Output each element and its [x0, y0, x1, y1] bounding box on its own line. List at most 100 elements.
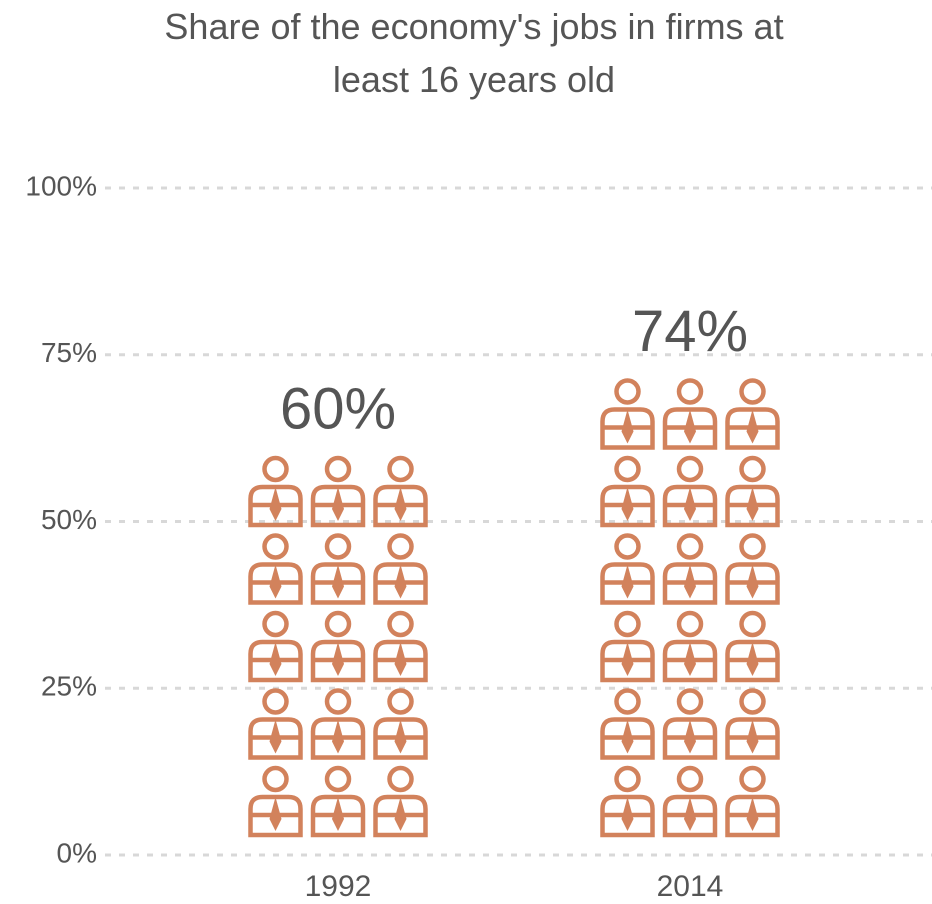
value-label: 60%: [280, 376, 396, 441]
icon-body: [373, 562, 428, 605]
icon-body: [725, 639, 780, 683]
icon-head: [676, 378, 704, 405]
icon-tie: [684, 642, 696, 676]
icon-body: [725, 717, 780, 760]
icon-head: [387, 533, 414, 560]
icon-tie: [394, 487, 407, 521]
icon-tie: [621, 409, 634, 444]
icon-tie: [269, 487, 282, 521]
icon-tie: [746, 719, 759, 754]
icon-tie: [621, 642, 634, 676]
icon-head: [676, 688, 704, 715]
icon-body: [662, 407, 718, 450]
icon-body: [662, 639, 718, 683]
icon-body: [373, 794, 428, 838]
icon-body: [373, 484, 428, 528]
icon-body: [310, 639, 366, 683]
icon-tie: [621, 797, 634, 831]
icon-tie: [746, 487, 759, 521]
icon-tie: [621, 564, 634, 599]
y-tick-label: 50%: [41, 504, 97, 535]
icon-head: [262, 688, 289, 715]
icon-head: [614, 610, 641, 638]
icon-stack: [600, 378, 780, 838]
icon-head: [739, 455, 766, 483]
icon-head: [676, 455, 704, 483]
icon-body: [310, 484, 366, 528]
icon-body: [248, 562, 303, 605]
icon-head: [262, 455, 289, 483]
icon-tie: [394, 564, 407, 599]
icon-head: [739, 765, 766, 793]
icon-head: [614, 455, 641, 483]
icon-body: [662, 794, 718, 838]
icon-tie: [746, 409, 759, 444]
icon-head: [324, 765, 352, 793]
icon-tie: [269, 642, 282, 676]
icon-body: [662, 562, 718, 605]
value-label: 74%: [632, 299, 748, 364]
icon-body: [600, 794, 655, 838]
icon-head: [614, 765, 641, 793]
y-tick-label: 0%: [57, 837, 97, 868]
icon-head: [387, 610, 414, 638]
icon-head: [262, 533, 289, 560]
icon-tie: [269, 797, 282, 831]
icon-tie: [332, 564, 344, 599]
y-tick-label: 75%: [41, 337, 97, 368]
icon-tie: [621, 719, 634, 754]
icon-tie: [394, 797, 407, 831]
y-tick-label: 25%: [41, 671, 97, 702]
icon-tie: [269, 719, 282, 754]
icon-head: [676, 765, 704, 793]
icon-body: [373, 639, 428, 683]
icon-head: [739, 378, 766, 405]
icon-body: [310, 717, 366, 760]
icon-head: [739, 688, 766, 715]
icon-body: [600, 639, 655, 683]
icon-head: [387, 765, 414, 793]
icon-tie: [394, 719, 407, 754]
icon-head: [614, 688, 641, 715]
icon-head: [614, 378, 641, 405]
icon-head: [387, 688, 414, 715]
icon-tie: [332, 487, 344, 521]
icon-head: [387, 455, 414, 483]
icon-tie: [684, 719, 696, 754]
icon-head: [324, 688, 352, 715]
icon-body: [662, 484, 718, 528]
icon-body: [373, 717, 428, 760]
icon-stack: [248, 455, 428, 838]
icon-body: [725, 562, 780, 605]
icon-body: [725, 484, 780, 528]
icon-body: [600, 484, 655, 528]
icon-body: [248, 717, 303, 760]
icon-tie: [332, 797, 344, 831]
chart-title: Share of the economy's jobs in firms at …: [164, 6, 784, 100]
icon-body: [600, 407, 655, 450]
icon-head: [739, 610, 766, 638]
icon-tie: [394, 642, 407, 676]
y-tick-label: 100%: [25, 170, 97, 201]
icon-body: [248, 484, 303, 528]
icon-head: [324, 610, 352, 638]
icon-tie: [684, 409, 696, 444]
icon-tie: [269, 564, 282, 599]
icon-body: [725, 794, 780, 838]
icon-head: [739, 533, 766, 560]
icon-head: [676, 610, 704, 638]
x-tick-label: 2014: [657, 870, 724, 903]
x-tick-label: 1992: [305, 870, 372, 903]
icon-body: [310, 794, 366, 838]
icon-body: [600, 717, 655, 760]
icon-head: [324, 533, 352, 560]
icon-head: [614, 533, 641, 560]
icon-body: [725, 407, 780, 450]
icon-tie: [746, 797, 759, 831]
icon-body: [310, 562, 366, 605]
icon-tie: [332, 719, 344, 754]
icon-tie: [746, 642, 759, 676]
icon-tie: [621, 487, 634, 521]
icon-body: [600, 562, 655, 605]
